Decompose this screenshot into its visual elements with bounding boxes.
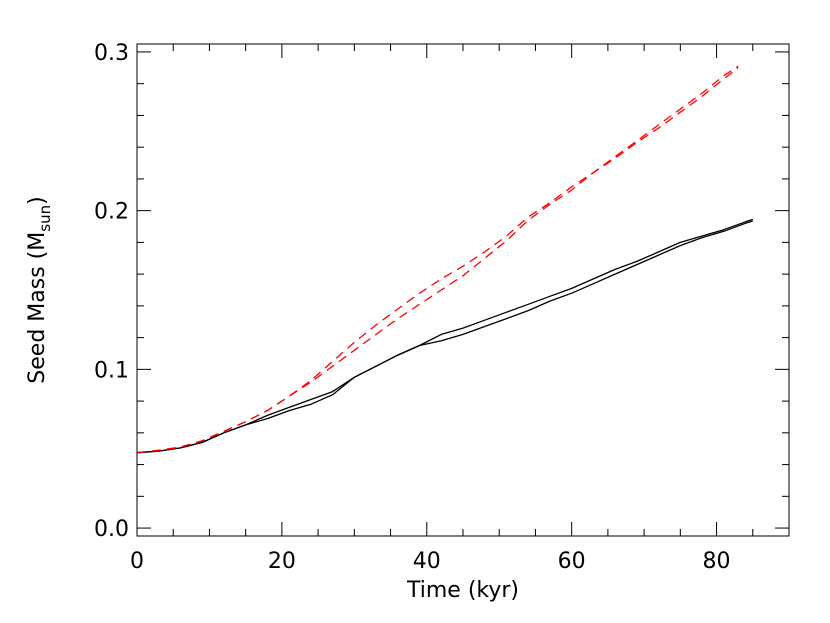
y-tick-label: 0.1 — [94, 358, 129, 383]
series-layer — [136, 65, 754, 454]
y-tick-label: 0.3 — [94, 41, 129, 66]
x-tick-label: 60 — [558, 549, 586, 574]
y-axis-title: Seed Mass (Msun) — [25, 196, 54, 383]
tick-layer — [136, 44, 790, 536]
y-axis-title-close: ) — [25, 196, 50, 205]
y-tick-label: 0.2 — [94, 200, 129, 225]
series-line-4 — [136, 65, 739, 454]
x-axis-title: Time (kyr) — [406, 578, 519, 603]
x-tick-label: 20 — [268, 549, 296, 574]
x-tick-label: 40 — [413, 549, 441, 574]
series-line-2 — [136, 220, 753, 454]
x-tick-label: 80 — [703, 549, 731, 574]
y-axis-title-main: Seed Mass (M — [25, 232, 50, 384]
x-tick-label: 0 — [130, 549, 144, 574]
plot-frame — [136, 43, 790, 537]
y-tick-label: 0.0 — [94, 517, 129, 542]
y-axis-title-subscript: sun — [36, 205, 54, 232]
tick-label-layer: 0 20 40 60 80 0.0 0.1 0.2 0.3 — [94, 41, 731, 574]
